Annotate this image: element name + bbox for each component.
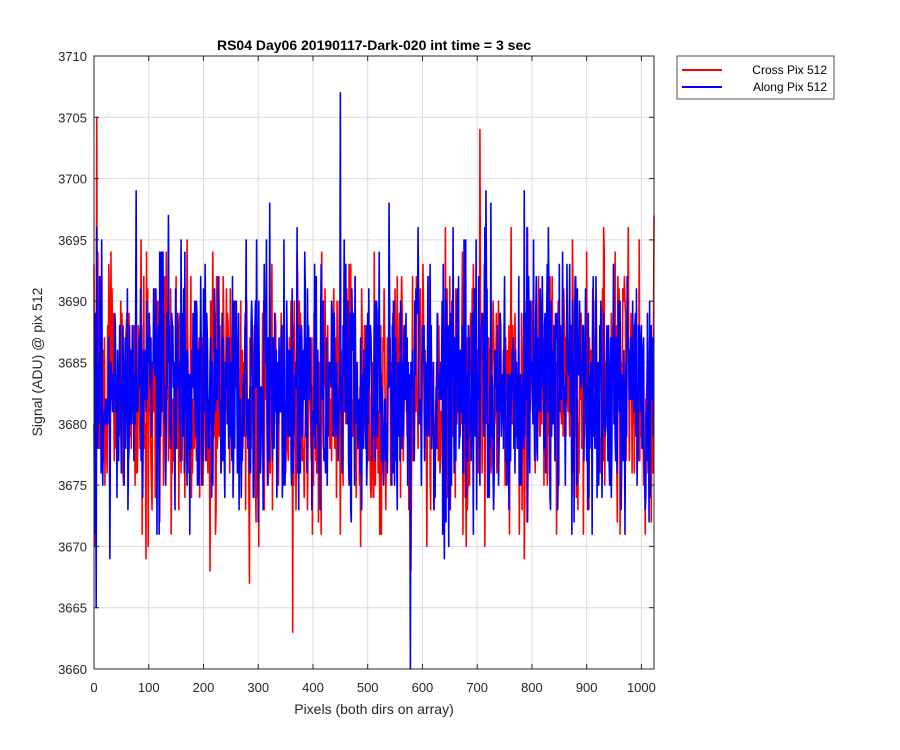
legend-label-along-pix-512: Along Pix 512 — [753, 80, 827, 94]
x-tick-label: 700 — [466, 680, 488, 695]
x-tick-label: 400 — [302, 680, 324, 695]
legend: Cross Pix 512 Along Pix 512 — [676, 55, 835, 100]
x-tick-label: 100 — [138, 680, 160, 695]
legend-box — [676, 55, 835, 100]
y-tick-label: 3705 — [58, 110, 87, 125]
y-tick-label: 3675 — [58, 478, 87, 493]
legend-label-cross-pix-512: Cross Pix 512 — [752, 63, 827, 77]
x-tick-label: 0 — [90, 680, 97, 695]
y-tick-label: 3710 — [58, 49, 87, 64]
axis-ticks — [93, 55, 654, 670]
y-tick-label: 3695 — [58, 233, 87, 248]
y-tick-label: 3700 — [58, 172, 87, 187]
x-axis-title: Pixels (both dirs on array) — [294, 701, 454, 717]
x-tick-label: 900 — [576, 680, 598, 695]
y-tick-label: 3665 — [58, 601, 87, 616]
x-tick-label: 500 — [357, 680, 379, 695]
y-axis-tick-labels: 3660 3665 3670 3675 3680 3685 3690 3695 3700 3705… — [58, 49, 87, 677]
y-tick-label: 3680 — [58, 417, 87, 432]
y-tick-label: 3685 — [58, 356, 87, 371]
chart-title: RS04 Day06 20190117-Dark-020 int time = … — [217, 37, 531, 53]
y-tick-label: 3670 — [58, 539, 87, 554]
y-tick-label: 3660 — [58, 662, 87, 677]
y-tick-label: 3690 — [58, 294, 87, 309]
x-tick-label: 600 — [412, 680, 434, 695]
y-axis-title: Signal (ADU) @ pix 512 — [29, 287, 45, 436]
series-line-along-pix-512 — [93, 91, 655, 670]
x-tick-label: 800 — [521, 680, 543, 695]
x-tick-label: 1000 — [627, 680, 656, 695]
series-lines — [93, 91, 655, 670]
x-tick-label: 300 — [247, 680, 269, 695]
x-tick-label: 200 — [193, 680, 215, 695]
x-axis-tick-labels: 0 100 200 300 400 500 600 700 800 900 1000 — [90, 680, 655, 695]
